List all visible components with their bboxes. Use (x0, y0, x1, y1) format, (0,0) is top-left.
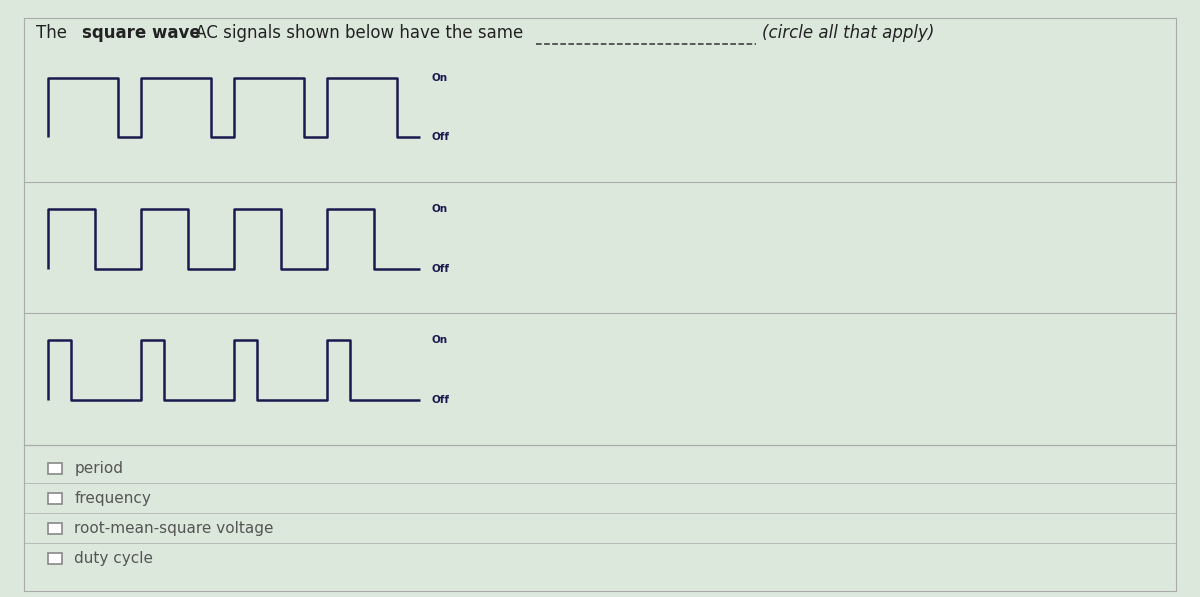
Text: On: On (432, 204, 448, 214)
FancyBboxPatch shape (48, 463, 62, 474)
Text: The: The (36, 24, 72, 42)
Text: On: On (432, 73, 448, 82)
FancyBboxPatch shape (48, 553, 62, 564)
Text: root-mean-square voltage: root-mean-square voltage (74, 521, 274, 536)
Text: frequency: frequency (74, 491, 151, 506)
Text: (circle all that apply): (circle all that apply) (762, 24, 935, 42)
Text: Off: Off (432, 133, 450, 142)
Text: Off: Off (432, 395, 450, 405)
Text: AC signals shown below have the same: AC signals shown below have the same (190, 24, 528, 42)
FancyBboxPatch shape (48, 493, 62, 504)
Text: period: period (74, 461, 124, 476)
Text: square wave: square wave (82, 24, 200, 42)
FancyBboxPatch shape (48, 523, 62, 534)
Text: On: On (432, 336, 448, 345)
Text: duty cycle: duty cycle (74, 550, 154, 566)
Text: Off: Off (432, 264, 450, 273)
